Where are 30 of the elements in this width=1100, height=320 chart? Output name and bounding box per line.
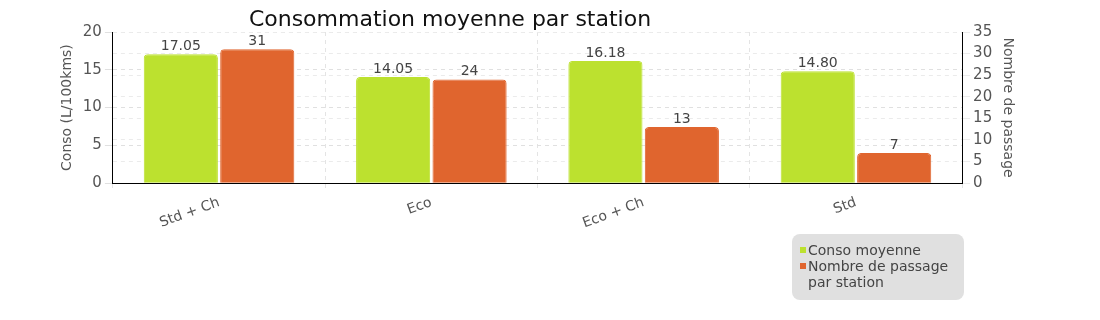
- x-tick-label: Eco: [404, 193, 434, 217]
- y2-tick-label: 20: [973, 86, 993, 105]
- data-label: 14.05: [373, 59, 414, 76]
- y2-tick-label: 15: [973, 108, 993, 127]
- y-tick-label: 20: [82, 21, 102, 40]
- data-label: 14.80: [797, 53, 838, 70]
- y-tick-label: 0: [92, 173, 102, 192]
- data-label: 17.05: [160, 36, 201, 53]
- legend-label: Conso moyenne: [808, 242, 921, 258]
- y2-axis-title: Nombre de passage: [1000, 37, 1017, 178]
- data-label: 7: [889, 135, 899, 152]
- y2-tick-label: 10: [973, 129, 993, 148]
- x-tick-label: Std: [830, 193, 859, 217]
- data-label: 24: [460, 62, 479, 79]
- chart-title: Consommation moyenne par station: [248, 6, 652, 31]
- data-label: 16.18: [585, 43, 626, 60]
- legend-label: Nombre de passage par station: [808, 258, 950, 290]
- y-tick-label: 15: [82, 59, 102, 78]
- data-label: 13: [672, 109, 691, 126]
- y-axis-title: Conso (L/100kms): [58, 44, 75, 171]
- x-tick-label: Eco + Ch: [579, 193, 646, 231]
- y-tick-label: 10: [82, 97, 102, 116]
- y2-tick-label: 30: [973, 43, 993, 62]
- y2-tick-label: 0: [973, 173, 983, 192]
- y2-tick-label: 25: [973, 65, 993, 84]
- data-label: 31: [248, 31, 267, 48]
- y2-tick-label: 5: [973, 151, 983, 170]
- x-tick-label: Std + Ch: [157, 193, 222, 230]
- y-tick-label: 5: [92, 135, 102, 154]
- y2-tick-label: 35: [973, 21, 993, 40]
